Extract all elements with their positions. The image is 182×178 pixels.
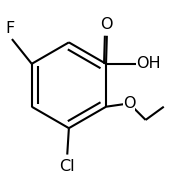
- Text: OH: OH: [136, 56, 161, 71]
- Text: O: O: [100, 17, 112, 32]
- Text: O: O: [123, 96, 135, 111]
- Text: F: F: [6, 21, 15, 36]
- Text: Cl: Cl: [60, 159, 75, 174]
